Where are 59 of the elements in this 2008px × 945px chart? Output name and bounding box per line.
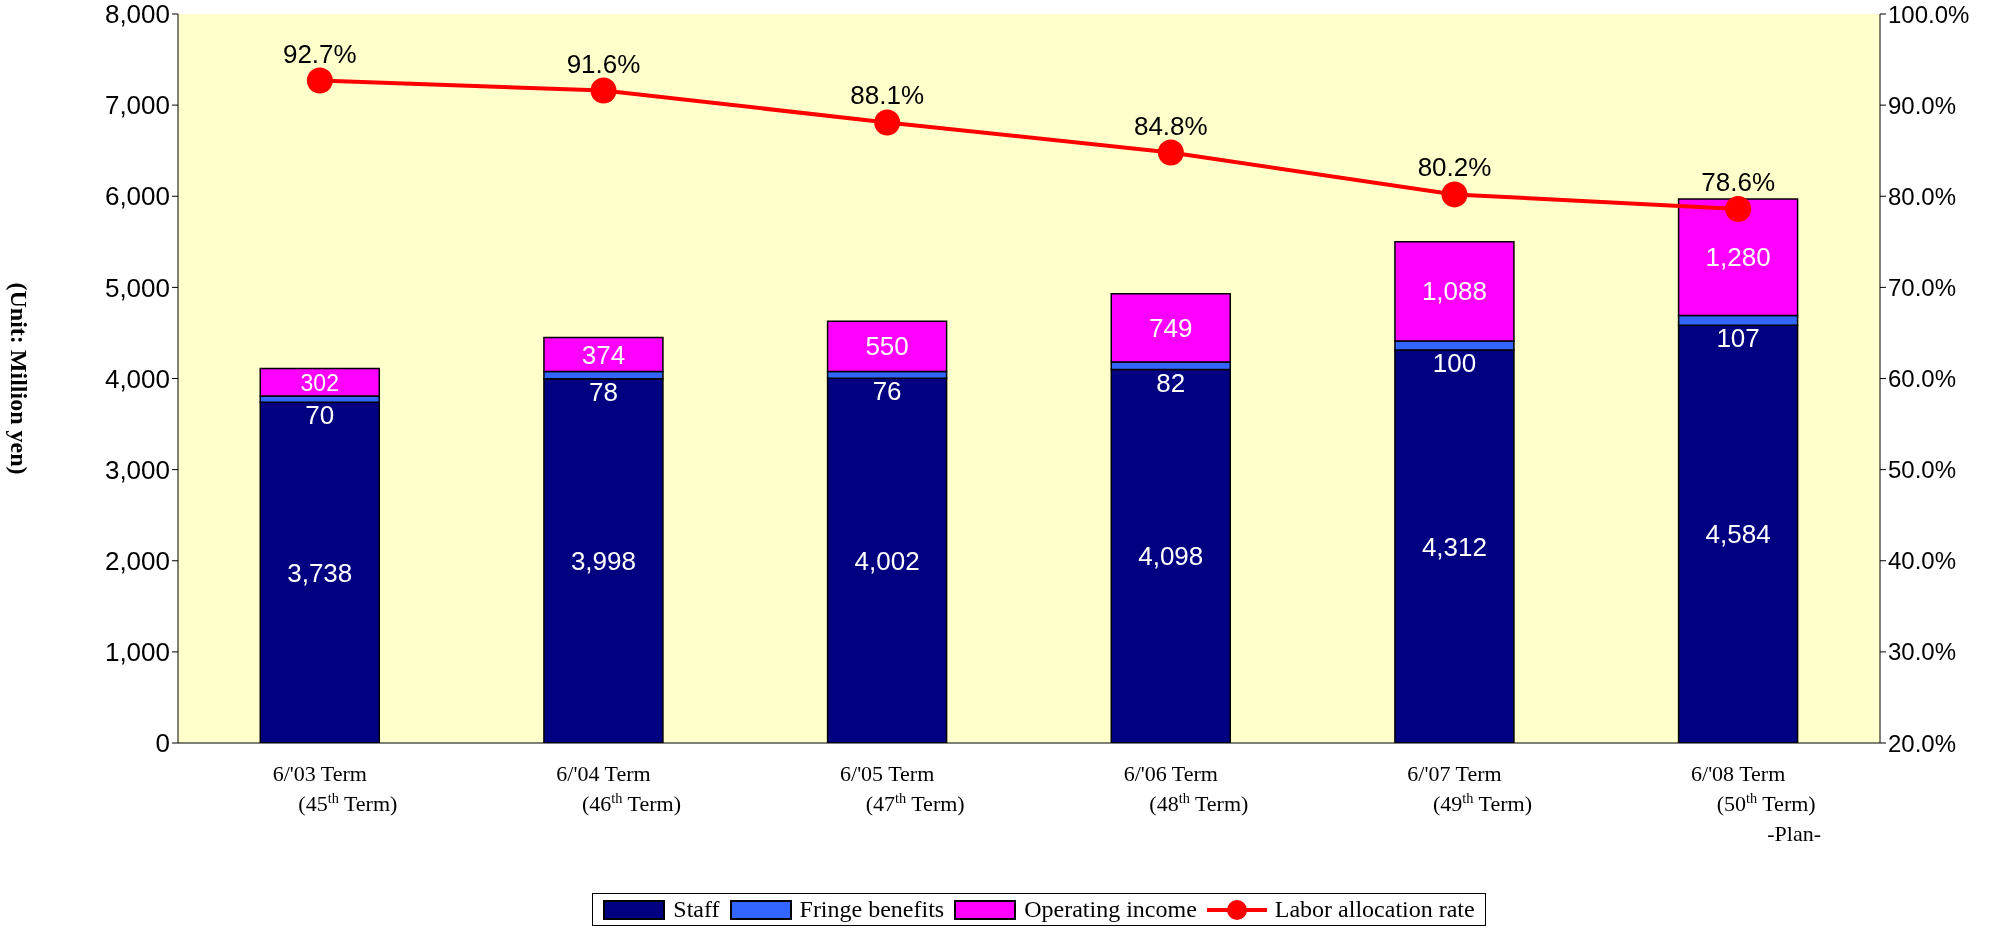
data-label: 1,088	[1421, 276, 1487, 307]
y-tick-label: 3,000	[104, 454, 170, 485]
y-tick-label: 7,000	[104, 90, 170, 121]
x-tick-label: 6/'03 Term (45$^{th}$ Term)	[272, 761, 398, 816]
data-label: 92.7%	[282, 38, 357, 69]
data-label: 100	[1432, 348, 1477, 379]
data-label: 76	[872, 376, 902, 407]
y-tick-label: 5,000	[104, 272, 170, 303]
y-tick-label: 2,000	[104, 545, 170, 576]
data-label: 550	[865, 331, 909, 362]
y2-tick-label: 60.0%	[1888, 365, 1957, 393]
data-label: 4,002	[854, 545, 920, 576]
y-tick-label: 4,000	[104, 363, 170, 394]
legend-label: Labor allocation rate	[1274, 896, 1475, 923]
y2-tick-label: 40.0%	[1888, 547, 1957, 575]
y2-tick-label: 30.0%	[1888, 638, 1957, 666]
data-label: 3,998	[570, 545, 636, 576]
y2-tick-label: 20.0%	[1888, 729, 1957, 757]
y-tick-label: 8,000	[104, 0, 170, 30]
data-label: 91.6%	[566, 48, 641, 79]
y2-tick-label: 100.0%	[1888, 0, 1970, 28]
point	[1441, 181, 1468, 208]
y-tick-label: 1,000	[104, 637, 170, 668]
x-tick-label: 6/'05 Term (47$^{th}$ Term)	[840, 761, 965, 816]
point	[874, 109, 901, 136]
data-label: 107	[1716, 323, 1760, 354]
point	[1725, 196, 1752, 223]
y2-tick-label: 80.0%	[1888, 182, 1957, 210]
y2-tick-label: 70.0%	[1888, 273, 1957, 301]
data-label: 374	[581, 339, 626, 370]
x-tick-label: 6/'07 Term (49$^{th}$ Term)	[1407, 761, 1532, 816]
x-tick-label: 6/'08 Term (50$^{th}$ Term) -Plan-	[1691, 761, 1822, 846]
y-tick-label: 6,000	[104, 181, 170, 212]
x-tick-label: 6/'04 Term (46$^{th}$ Term)	[556, 761, 681, 816]
legend-label: Fringe benefits	[799, 896, 945, 923]
data-label: 82	[1156, 367, 1186, 398]
legend-label: Staff	[673, 896, 720, 923]
data-label: 78.6%	[1701, 167, 1776, 198]
data-label: 70	[305, 400, 335, 431]
y-axis-title: (Unit: Million yen)	[6, 282, 33, 475]
data-label: 80.2%	[1417, 152, 1492, 183]
data-label: 88.1%	[850, 80, 925, 111]
data-label: 302	[300, 370, 339, 397]
point	[590, 77, 617, 104]
data-label: 749	[1149, 312, 1193, 343]
data-label: 3,738	[287, 557, 353, 588]
y2-tick-label: 50.0%	[1888, 456, 1957, 484]
data-label: 84.8%	[1133, 110, 1208, 141]
legend-label: Operating income	[1024, 896, 1197, 923]
y2-tick-label: 90.0%	[1888, 91, 1957, 119]
data-label: 4,584	[1705, 519, 1771, 550]
data-label: 78	[588, 376, 618, 407]
y-tick-label: 0	[155, 728, 170, 759]
point	[306, 67, 333, 94]
data-label: 1,280	[1705, 242, 1771, 273]
x-tick-label: 6/'06 Term (48$^{th}$ Term)	[1123, 761, 1249, 816]
data-label: 4,098	[1138, 541, 1204, 572]
data-label: 4,312	[1421, 531, 1487, 562]
point	[1157, 139, 1184, 166]
